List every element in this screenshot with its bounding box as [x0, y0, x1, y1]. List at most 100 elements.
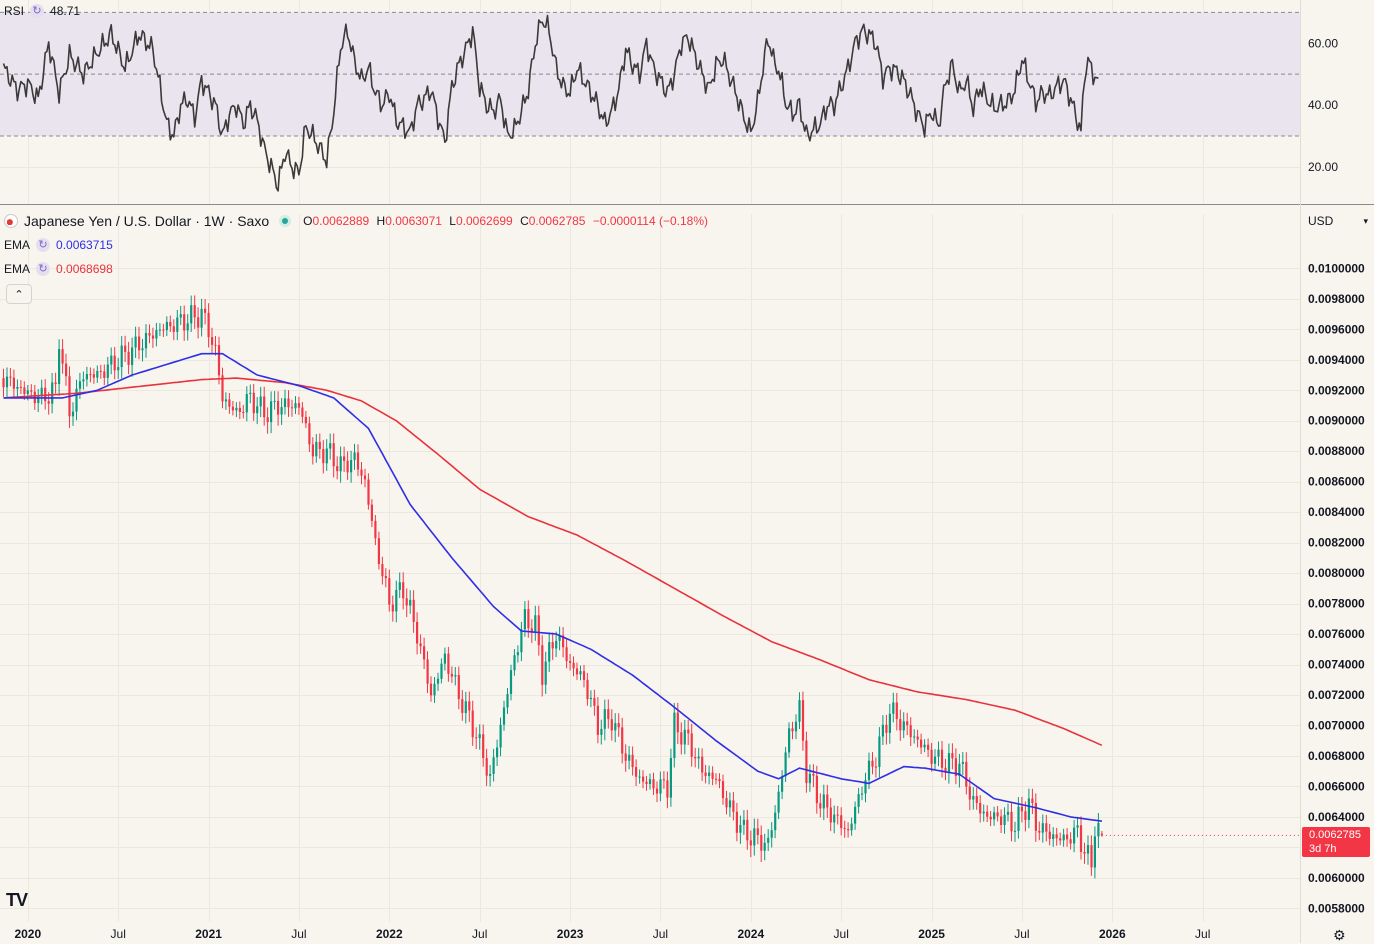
refresh-icon[interactable]: ↻ — [36, 262, 51, 276]
candle — [492, 748, 495, 782]
candle-body — [607, 709, 610, 720]
refresh-icon[interactable]: ↻ — [36, 238, 51, 252]
candle — [958, 753, 961, 788]
currency-dropdown[interactable]: USD ▾ — [1302, 210, 1374, 232]
candle — [610, 709, 613, 741]
candle — [388, 569, 391, 612]
candle — [297, 396, 301, 415]
candle-body — [913, 736, 916, 738]
candle — [951, 743, 954, 770]
symbol-title[interactable]: Japanese Yen / U.S. Dollar · 1W · Saxo — [24, 213, 270, 229]
candle — [850, 817, 853, 836]
candle-body — [635, 767, 638, 777]
candle — [659, 771, 662, 802]
candle-body — [982, 811, 985, 814]
settings-gear-icon[interactable]: ⚙ — [1333, 927, 1346, 943]
candle-body — [555, 640, 558, 649]
time-axis[interactable]: 2020 Jul 2021 Jul 2022 Jul 2023 Jul 2024 Jul 2025 J… — [14, 927, 1210, 941]
ema-long-label: EMA — [4, 262, 31, 276]
candle-body — [363, 475, 367, 480]
candle — [628, 746, 631, 770]
candle — [857, 788, 860, 814]
candle-body — [774, 812, 777, 831]
candle — [732, 792, 735, 821]
candle-body — [1027, 798, 1030, 820]
close-value: 0.0062785 — [528, 214, 586, 228]
candle-body — [356, 452, 360, 470]
candle-body — [655, 788, 659, 794]
candle — [1090, 835, 1093, 876]
candle — [120, 336, 123, 379]
candle-body — [1020, 806, 1023, 812]
candle-body — [353, 452, 356, 460]
candle-body — [770, 830, 773, 838]
candle — [895, 692, 898, 731]
candle — [325, 439, 328, 471]
candle — [593, 689, 596, 716]
candle-body — [920, 739, 923, 748]
candle — [579, 665, 582, 681]
symbol-legend[interactable]: Japanese Yen / U.S. Dollar · 1W · Saxo O… — [4, 213, 708, 229]
ema-short-legend[interactable]: EMA ↻ 0.0063715 — [4, 238, 113, 252]
candle — [127, 341, 130, 375]
candle — [266, 407, 269, 434]
tradingview-logo-icon[interactable]: TV — [6, 890, 28, 911]
candle — [899, 709, 902, 741]
candle — [655, 781, 659, 803]
time-tick-label: 2026 — [1099, 927, 1126, 941]
market-status-icon[interactable] — [279, 215, 292, 227]
candle-body — [283, 398, 287, 408]
time-tick-label: 2024 — [737, 927, 764, 941]
candle — [336, 456, 339, 480]
candle-body — [847, 829, 850, 831]
candle-body — [669, 758, 672, 798]
candle-body — [940, 749, 944, 768]
candle-body — [854, 806, 857, 824]
candle-body — [332, 443, 335, 467]
currency-label: USD — [1308, 214, 1334, 228]
candle-body — [520, 629, 523, 653]
candle-body — [148, 333, 151, 336]
candle — [54, 372, 57, 394]
candle-body — [301, 407, 304, 417]
candle — [923, 739, 926, 753]
candle-body — [249, 392, 252, 394]
candle — [277, 391, 280, 426]
candle-body — [544, 661, 547, 685]
rsi-axis[interactable]: 60.00 40.00 20.00 — [1308, 36, 1338, 174]
candle-body — [1073, 827, 1076, 844]
candle — [1010, 803, 1013, 842]
candle — [506, 688, 509, 714]
candle-body — [197, 317, 200, 328]
refresh-icon[interactable]: ↻ — [30, 4, 45, 18]
candle-body — [124, 345, 127, 352]
candle-body — [1017, 806, 1020, 831]
candle — [75, 379, 78, 421]
price-axis[interactable]: 0.0100000 0.0098000 0.0096000 0.0094000 0.00… — [1308, 261, 1365, 915]
ema-long-legend[interactable]: EMA ↻ 0.0068698 — [4, 262, 113, 276]
candle-body — [676, 712, 679, 733]
candle-body — [798, 700, 801, 722]
time-tick-label: 2020 — [14, 927, 41, 941]
candle-body — [172, 326, 175, 332]
collapse-legend-button[interactable]: ⌃ — [6, 284, 32, 304]
price-tick-label: 0.0060000 — [1308, 871, 1365, 885]
time-tick-label: Jul — [111, 927, 126, 941]
candle — [186, 314, 189, 341]
candle-body — [697, 756, 700, 759]
candle-body — [812, 773, 815, 776]
rsi-legend[interactable]: RSI ↻ 48.71 — [4, 4, 80, 18]
time-tick-label: Jul — [834, 927, 849, 941]
candle-body — [242, 412, 245, 413]
candle-body — [944, 767, 947, 773]
candle — [245, 386, 248, 422]
candle-body — [739, 824, 742, 833]
candle — [1066, 828, 1069, 847]
candle — [642, 770, 645, 789]
candle-body — [440, 663, 443, 679]
candle — [65, 353, 68, 386]
candle — [12, 369, 15, 397]
candle — [350, 450, 353, 483]
candle — [638, 769, 641, 784]
